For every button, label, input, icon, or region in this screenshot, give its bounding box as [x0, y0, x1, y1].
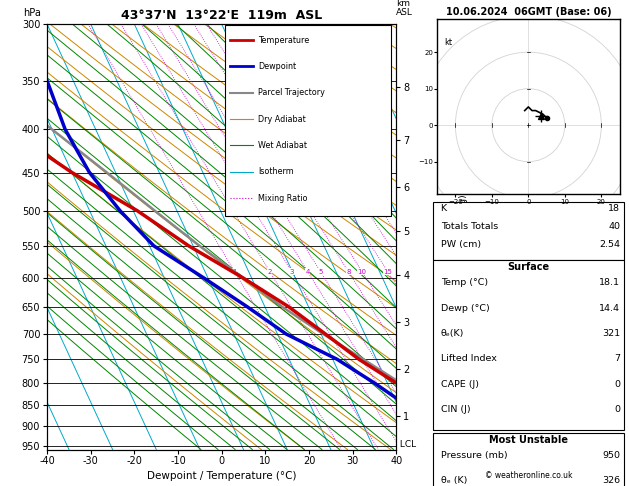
Text: Temperature: Temperature — [259, 35, 309, 45]
Text: θₑ (K): θₑ (K) — [441, 476, 467, 486]
Text: Parcel Trajectory: Parcel Trajectory — [259, 88, 325, 97]
Text: 10: 10 — [357, 269, 367, 275]
Text: Mixing Ratio: Mixing Ratio — [259, 194, 308, 203]
Text: hPa: hPa — [23, 8, 41, 18]
Text: © weatheronline.co.uk: © weatheronline.co.uk — [484, 471, 572, 480]
Text: 15: 15 — [383, 269, 392, 275]
Title: 43°37'N  13°22'E  119m  ASL: 43°37'N 13°22'E 119m ASL — [121, 9, 322, 22]
Text: 7: 7 — [614, 354, 620, 364]
Text: 3: 3 — [289, 269, 294, 275]
Text: PW (cm): PW (cm) — [441, 240, 481, 249]
Text: Surface: Surface — [508, 262, 549, 273]
Text: CIN (J): CIN (J) — [441, 405, 470, 414]
Text: 321: 321 — [602, 329, 620, 338]
Text: 10.06.2024  06GMT (Base: 06): 10.06.2024 06GMT (Base: 06) — [445, 7, 611, 17]
Text: Dry Adiabat: Dry Adiabat — [259, 115, 306, 123]
Text: Wet Adiabat: Wet Adiabat — [259, 141, 308, 150]
Text: Dewp (°C): Dewp (°C) — [441, 304, 489, 313]
Text: 14.4: 14.4 — [599, 304, 620, 313]
Bar — [433, 433, 624, 486]
Text: CAPE (J): CAPE (J) — [441, 380, 479, 389]
Text: 8: 8 — [346, 269, 350, 275]
Text: 0: 0 — [614, 380, 620, 389]
Text: km
ASL: km ASL — [396, 0, 413, 17]
Text: K: K — [441, 204, 447, 213]
Bar — [433, 202, 624, 260]
Text: Totals Totals: Totals Totals — [441, 222, 498, 231]
Text: Isotherm: Isotherm — [259, 167, 294, 176]
Text: Temp (°C): Temp (°C) — [441, 278, 487, 288]
Text: LCL: LCL — [397, 440, 416, 450]
Text: θₑ(K): θₑ(K) — [441, 329, 464, 338]
Text: Pressure (mb): Pressure (mb) — [441, 451, 507, 460]
Text: 18: 18 — [608, 204, 620, 213]
Text: 1: 1 — [232, 269, 237, 275]
Text: kt: kt — [445, 38, 453, 47]
Bar — [225, 25, 391, 216]
Text: 326: 326 — [602, 476, 620, 486]
Text: 40: 40 — [608, 222, 620, 231]
Text: 18.1: 18.1 — [599, 278, 620, 288]
Text: 2: 2 — [267, 269, 272, 275]
Text: 4: 4 — [306, 269, 310, 275]
Text: 950: 950 — [602, 451, 620, 460]
Text: 5: 5 — [318, 269, 323, 275]
Text: Mixing Ratio (g/kg): Mixing Ratio (g/kg) — [459, 194, 468, 280]
Text: Most Unstable: Most Unstable — [489, 435, 568, 445]
Text: Dewpoint: Dewpoint — [259, 62, 296, 71]
Text: Lifted Index: Lifted Index — [441, 354, 496, 364]
X-axis label: Dewpoint / Temperature (°C): Dewpoint / Temperature (°C) — [147, 470, 296, 481]
Text: 2.54: 2.54 — [599, 240, 620, 249]
Bar — [433, 260, 624, 430]
Text: 0: 0 — [614, 405, 620, 414]
